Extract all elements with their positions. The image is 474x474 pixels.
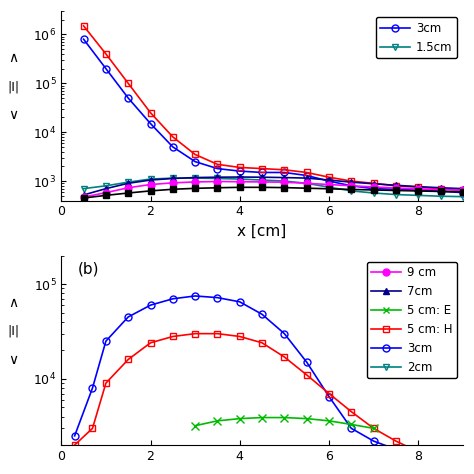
Text: ∧: ∧ — [8, 296, 18, 310]
X-axis label: x [cm]: x [cm] — [237, 224, 287, 239]
Text: (b): (b) — [77, 261, 99, 276]
Text: ∨: ∨ — [8, 108, 18, 122]
Text: |I|: |I| — [7, 325, 19, 338]
Text: |I|: |I| — [7, 81, 19, 93]
Text: ∧: ∧ — [8, 52, 18, 65]
Text: ∨: ∨ — [8, 353, 18, 367]
Legend: 3cm, 1.5cm: 3cm, 1.5cm — [375, 17, 457, 58]
Legend: 9 cm, 7cm, 5 cm: E, 5 cm: H, 3cm, 2cm: 9 cm, 7cm, 5 cm: E, 5 cm: H, 3cm, 2cm — [366, 262, 457, 378]
